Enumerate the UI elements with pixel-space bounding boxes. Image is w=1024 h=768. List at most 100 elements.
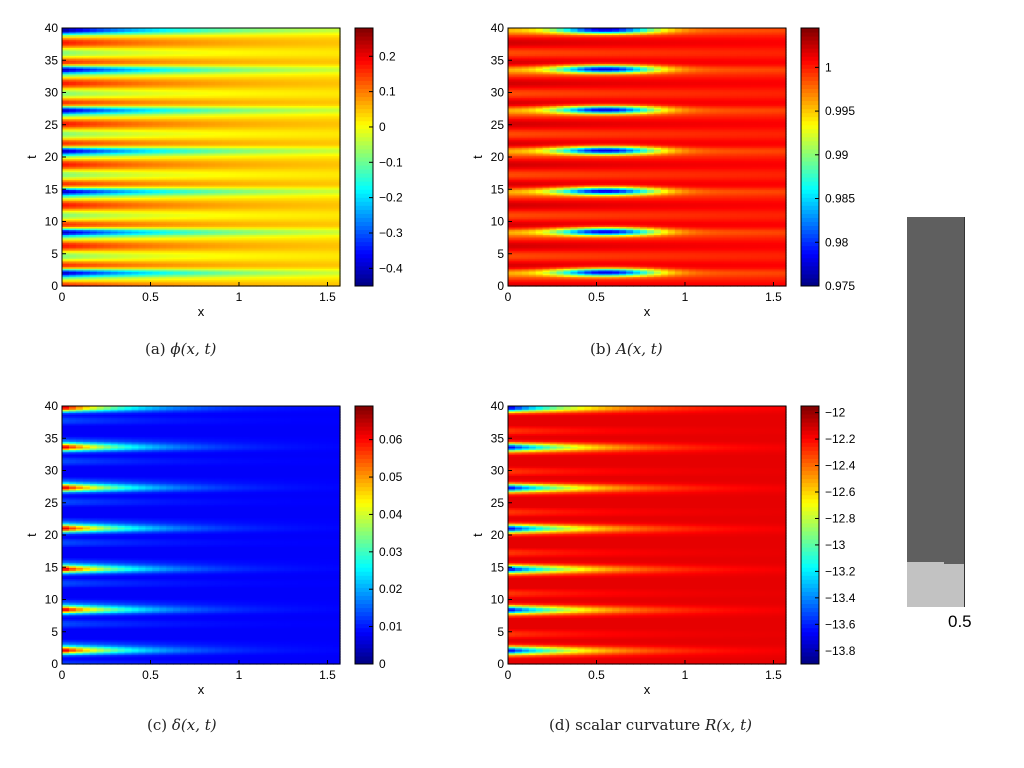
heatmap-cell xyxy=(117,281,126,284)
heatmap-cell xyxy=(62,61,70,65)
heatmap-cell xyxy=(68,31,77,34)
heatmap-cell xyxy=(68,103,77,106)
heatmap-cell xyxy=(270,216,279,219)
heatmap-cell xyxy=(68,152,77,155)
heatmap-cell xyxy=(173,242,181,245)
heatmap-cell xyxy=(277,274,285,277)
heatmap-cell xyxy=(152,31,160,34)
heatmap-cell xyxy=(249,268,258,271)
heatmap-cell xyxy=(166,97,174,100)
heatmap-cell xyxy=(201,277,209,281)
heatmap-cell xyxy=(194,258,202,261)
heatmap-cell xyxy=(62,200,70,203)
heatmap-cell xyxy=(270,227,279,231)
heatmap-cell xyxy=(221,223,230,226)
heatmap-cell xyxy=(263,116,272,119)
heatmap-cell xyxy=(242,123,251,126)
heatmap-cell xyxy=(82,79,91,82)
heatmap-cell xyxy=(110,32,119,36)
heatmap-cell xyxy=(207,73,216,76)
heatmap-cell xyxy=(166,50,174,53)
heatmap-cell xyxy=(180,189,188,192)
heatmap-cell xyxy=(138,176,146,179)
heatmap-cell xyxy=(131,44,140,47)
heatmap-cell xyxy=(96,98,105,102)
heatmap-cell xyxy=(201,36,209,39)
heatmap-cell xyxy=(194,168,202,171)
heatmap-cell xyxy=(221,221,230,224)
heatmap-cell xyxy=(96,221,105,224)
heatmap-cell xyxy=(110,226,119,229)
heatmap-cell xyxy=(110,74,119,77)
heatmap-cell xyxy=(103,134,112,137)
heatmap-cell xyxy=(166,240,174,244)
heatmap-cell xyxy=(103,102,112,105)
heatmap-cell xyxy=(194,279,202,282)
heatmap-cell xyxy=(207,244,216,247)
heatmap-cell xyxy=(180,194,188,197)
heatmap-cell xyxy=(96,57,105,60)
heatmap-cell xyxy=(242,132,251,136)
heatmap-cell xyxy=(214,150,223,153)
heatmap-cell xyxy=(270,77,279,81)
heatmap-cell xyxy=(201,102,209,105)
heatmap-cell xyxy=(194,95,202,98)
heatmap-cell xyxy=(82,48,91,52)
heatmap-cell xyxy=(249,197,258,200)
heatmap-cell xyxy=(263,65,272,68)
heatmap-cell xyxy=(145,277,153,281)
heatmap-cell xyxy=(214,131,223,134)
heatmap-cell xyxy=(62,152,70,155)
heatmap-cell xyxy=(68,110,77,113)
heatmap-cell xyxy=(68,89,77,92)
heatmap-cell xyxy=(89,226,98,229)
heatmap-cell xyxy=(180,74,188,77)
heatmap-cell xyxy=(166,261,174,265)
heatmap-cell xyxy=(110,250,119,253)
heatmap-cell xyxy=(89,57,98,60)
heatmap-cell xyxy=(138,255,146,258)
heatmap-cell xyxy=(152,60,160,63)
heatmap-cell xyxy=(256,219,265,223)
heatmap-cell xyxy=(214,71,223,74)
heatmap-cell xyxy=(249,108,258,111)
heatmap-cell xyxy=(110,231,119,234)
heatmap-cell xyxy=(187,81,195,84)
heatmap-cell xyxy=(235,265,244,268)
heatmap-cell xyxy=(82,134,91,137)
heatmap-cell xyxy=(214,195,223,198)
heatmap-cell xyxy=(194,244,202,247)
heatmap-cell xyxy=(187,250,195,253)
heatmap-cell xyxy=(187,45,195,48)
heatmap-cell xyxy=(166,121,174,124)
heatmap-cell xyxy=(221,276,230,279)
heatmap-cell xyxy=(124,181,133,184)
heatmap-cell xyxy=(194,240,202,244)
heatmap-cell xyxy=(173,260,181,263)
heatmap-cell xyxy=(221,252,230,255)
heatmap-cell xyxy=(214,84,223,87)
heatmap-cell xyxy=(228,45,237,48)
heatmap-cell xyxy=(173,116,181,119)
heatmap-cell xyxy=(145,74,153,77)
heatmap-cell xyxy=(242,192,251,195)
heatmap-cell xyxy=(110,169,119,173)
heatmap-cell xyxy=(228,97,237,100)
heatmap-cell xyxy=(242,240,251,244)
heatmap-cell xyxy=(263,198,272,202)
heatmap-cell xyxy=(242,110,251,113)
heatmap-cell xyxy=(75,148,84,152)
heatmap-cell xyxy=(75,173,84,176)
heatmap-cell xyxy=(96,258,105,261)
heatmap-cell xyxy=(82,42,91,45)
heatmap-cell xyxy=(221,105,230,108)
heatmap-cell xyxy=(166,74,174,77)
heatmap-cell xyxy=(263,273,272,276)
heatmap-cell xyxy=(263,132,272,136)
heatmap-cell xyxy=(89,232,98,235)
heatmap-cell xyxy=(173,231,181,234)
heatmap-cell xyxy=(131,77,140,81)
heatmap-cell xyxy=(235,247,244,250)
heatmap-cell xyxy=(187,237,195,240)
